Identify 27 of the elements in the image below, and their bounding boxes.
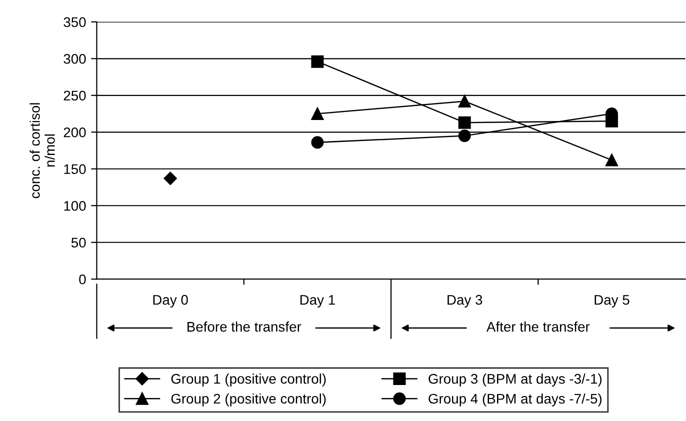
legend-label: Group 1 (positive control)	[171, 374, 326, 387]
y-tick-label: 50	[71, 238, 86, 248]
y-tick-label: 350	[64, 17, 86, 28]
point	[164, 172, 177, 186]
x-tick-label: Day 3	[448, 294, 482, 308]
text: After the transfer	[486, 322, 590, 332]
text: Before the transfer	[188, 322, 302, 332]
point	[458, 130, 471, 142]
y-tick-label: 300	[64, 54, 86, 64]
legend-label: Group 4 (BPM at days -7/-5)	[428, 393, 602, 406]
x-tick-label: Day 1	[300, 295, 335, 308]
x-tick-label: Day 5	[594, 295, 630, 308]
y-tick-label: 0	[79, 274, 86, 284]
legend-label: Group 2 (positive control)	[171, 393, 326, 406]
point	[458, 116, 471, 129]
point	[605, 154, 618, 166]
point	[311, 108, 324, 120]
point	[458, 95, 471, 108]
point	[311, 55, 324, 68]
y-axis-title: conc. of cortisol n/mol	[30, 103, 55, 198]
y-tick-label: 250	[64, 90, 86, 101]
y-tick-label: 100	[64, 200, 86, 211]
point	[311, 136, 324, 149]
y-tick-label: 150	[64, 164, 86, 174]
x-tick-label: Day 0	[153, 294, 188, 308]
y-tick-label: 200	[64, 127, 86, 138]
legend-label: Group 3 (BPM at days -3/-1)	[428, 374, 602, 387]
